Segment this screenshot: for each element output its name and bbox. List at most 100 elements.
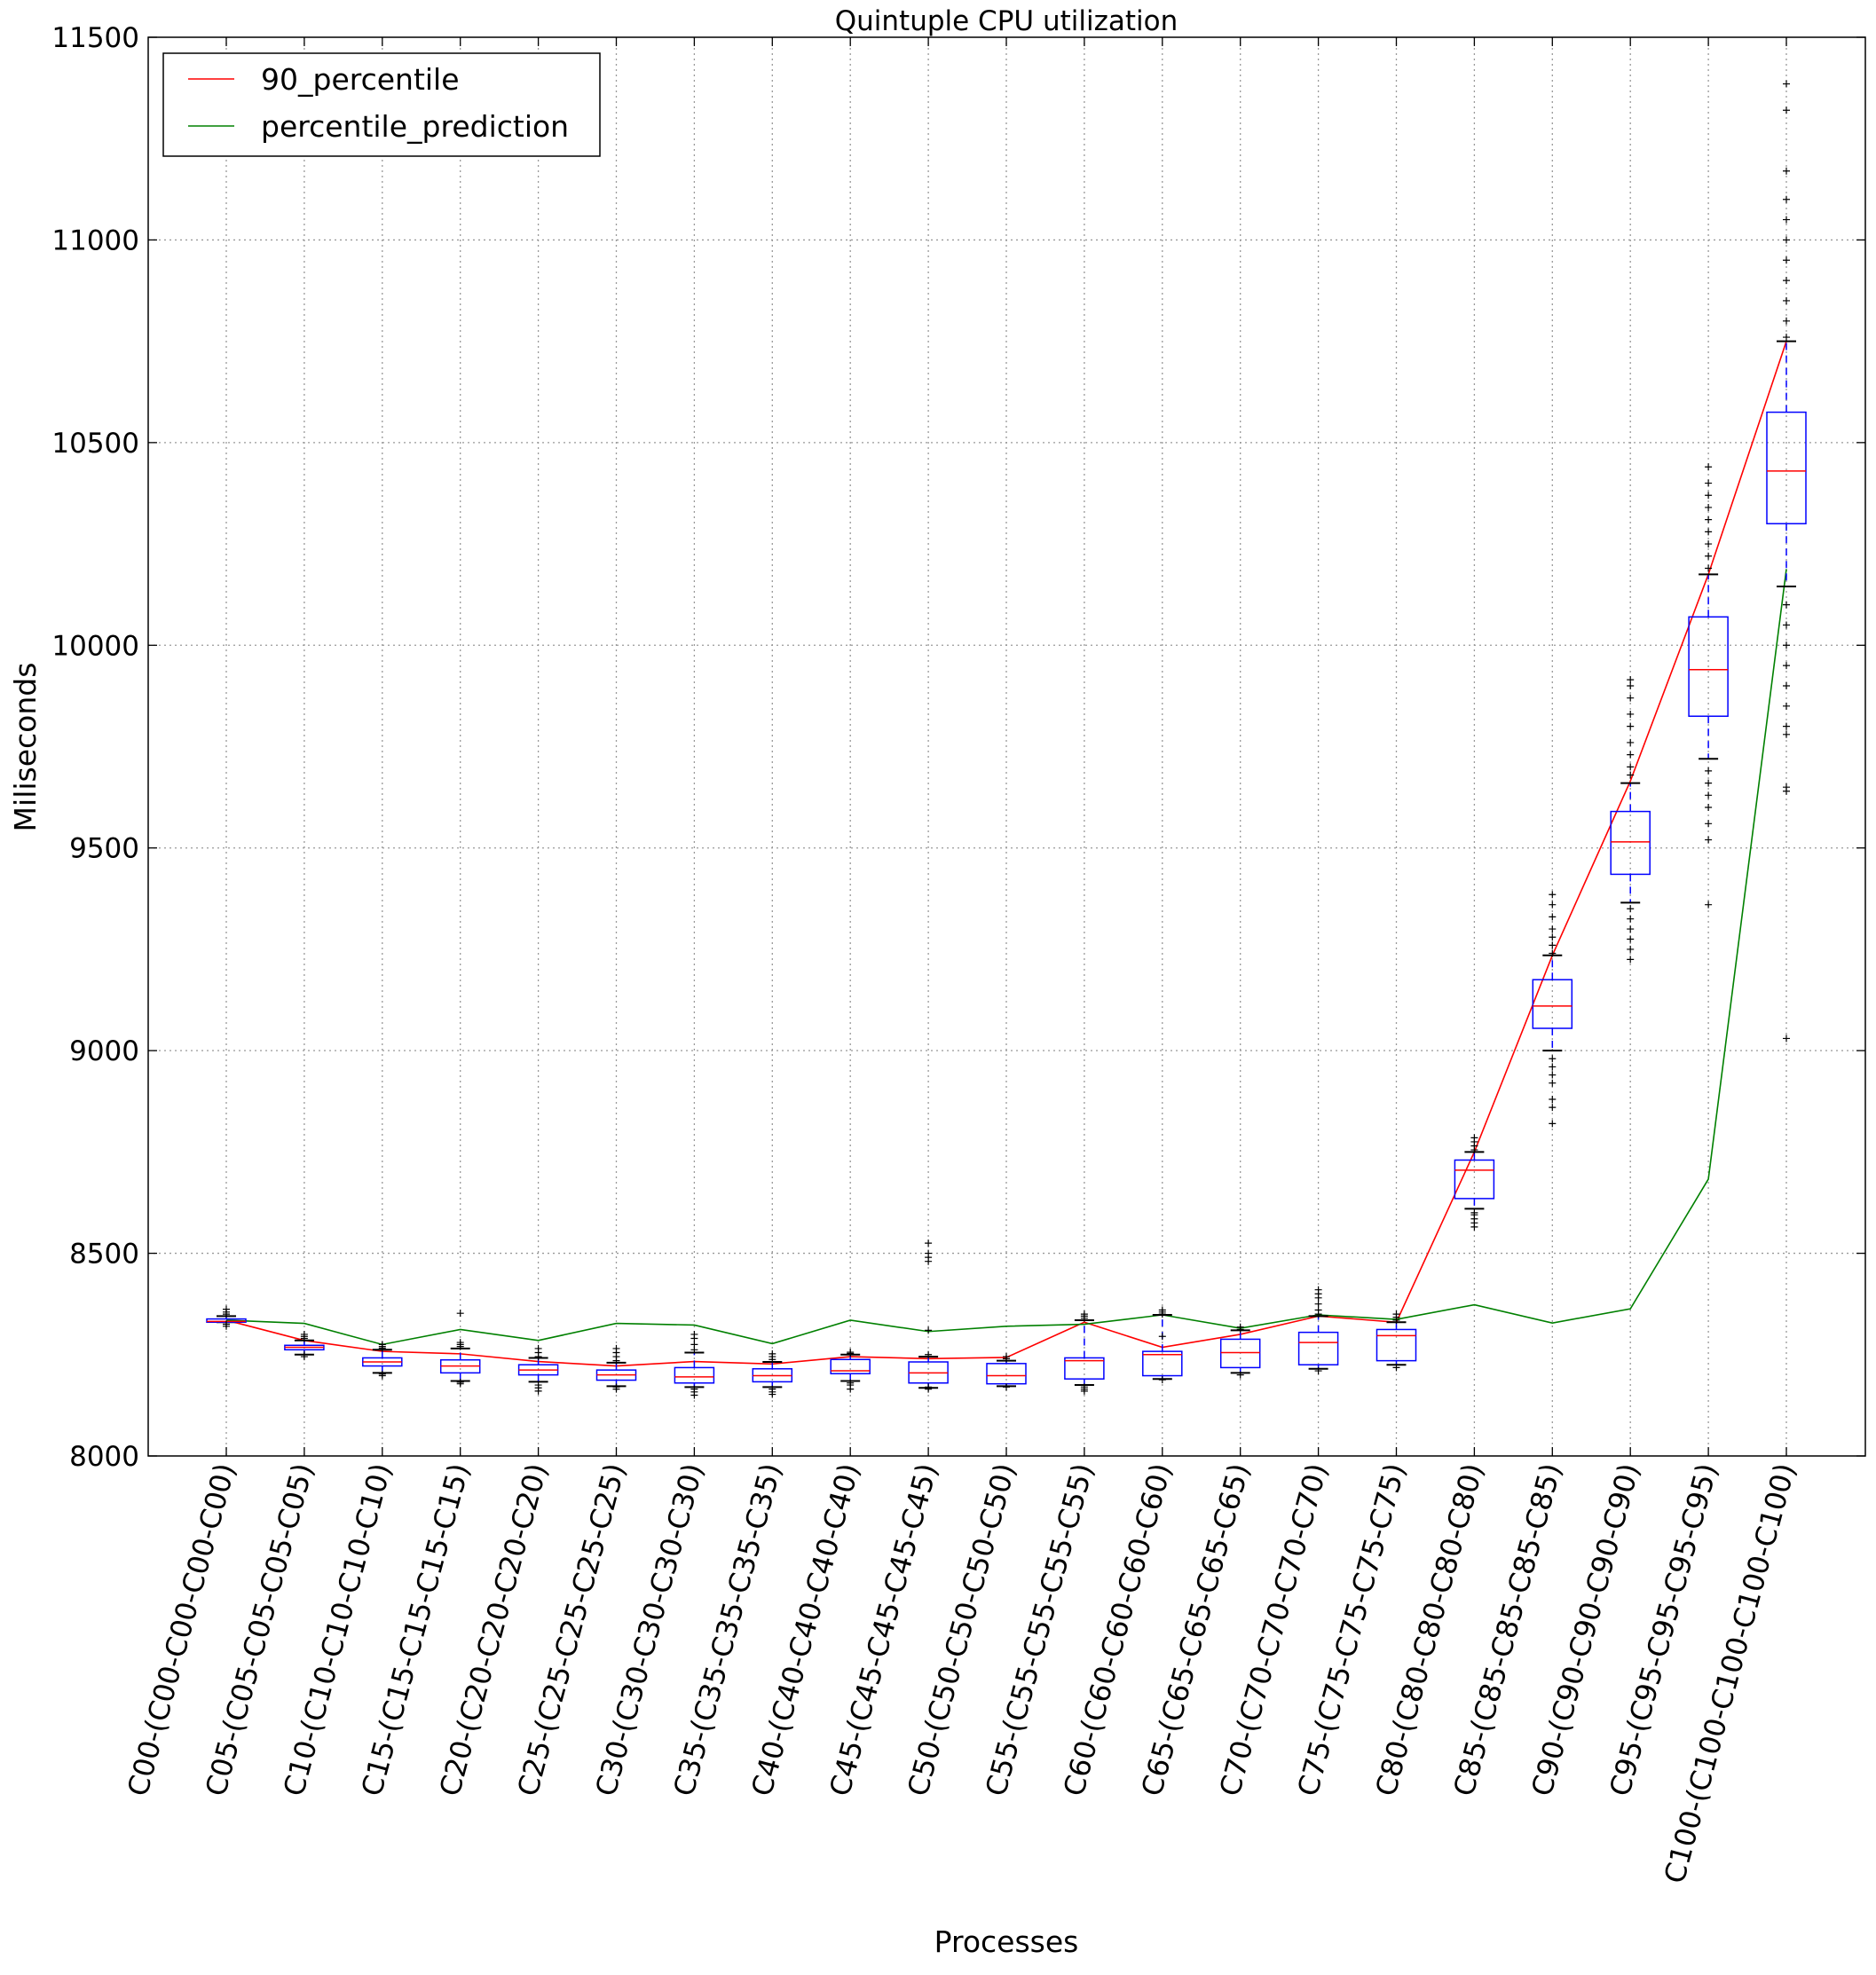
box-iqr: [1454, 1159, 1495, 1200]
box-outlier: [1549, 925, 1557, 933]
box-outlier: [1705, 836, 1713, 844]
x-axis-title: Processes: [934, 1924, 1079, 1959]
box-outlier: [925, 1383, 933, 1391]
box-outlier: [769, 1385, 776, 1393]
box-outlier: [1783, 1035, 1790, 1043]
box-outlier: [456, 1310, 464, 1318]
box-outlier: [1783, 621, 1790, 629]
box-outlier: [1783, 317, 1790, 325]
box-outlier: [1627, 751, 1635, 759]
box-outlier: [1783, 681, 1790, 689]
y-tick-label: 8500: [69, 1239, 139, 1271]
box-outlier: [1549, 949, 1557, 957]
box-iqr: [1064, 1357, 1105, 1380]
box-outlier: [1549, 1071, 1557, 1079]
series-line-percentile-prediction: [225, 569, 1787, 1346]
box-outlier: [925, 1326, 933, 1334]
y-tick-label: 9500: [69, 833, 139, 865]
box-outlier: [1003, 1353, 1010, 1361]
box-outlier: [1314, 1300, 1322, 1308]
box-outlier: [1003, 1383, 1010, 1391]
box-outlier: [223, 1320, 230, 1328]
box-outlier: [1236, 1371, 1244, 1379]
box-outlier: [1705, 528, 1713, 536]
box-outlier: [1783, 256, 1790, 264]
box-outlier: [690, 1385, 698, 1393]
legend-box: [162, 52, 601, 157]
y-tick-label: 10000: [51, 630, 139, 662]
box-outlier: [1783, 106, 1790, 114]
box-outlier: [1549, 901, 1557, 909]
y-tick-label: 9000: [69, 1035, 139, 1067]
box-outlier: [1627, 935, 1635, 943]
box-outlier: [1392, 1310, 1400, 1318]
box-outlier: [1705, 552, 1713, 560]
box-1: [284, 1330, 325, 1361]
box-outlier: [1705, 791, 1713, 799]
box-outlier: [1549, 933, 1557, 941]
chart-title: Quintuple CPU utilization: [835, 5, 1178, 37]
box-outlier: [1783, 334, 1790, 342]
box-outlier: [1549, 1095, 1557, 1103]
box-outlier: [1705, 463, 1713, 471]
box-iqr: [1375, 1328, 1417, 1362]
box-outlier: [1705, 901, 1713, 909]
legend-label-90-percentile: 90_percentile: [261, 62, 460, 97]
box-outlier: [925, 1350, 933, 1358]
box-outlier: [1705, 767, 1713, 775]
box-outlier: [1783, 662, 1790, 670]
box-outlier: [378, 1370, 386, 1378]
box-outlier: [1392, 1364, 1400, 1372]
box-outlier: [769, 1349, 776, 1357]
y-tick-label: 10500: [51, 428, 139, 460]
legend-label-percentile-prediction: percentile_prediction: [261, 109, 569, 144]
box-outlier: [1549, 1120, 1557, 1128]
box-outlier: [1627, 763, 1635, 771]
box-outlier: [1627, 915, 1635, 923]
box-outlier: [1314, 1367, 1322, 1375]
box-13: [1219, 1323, 1261, 1379]
box-outlier: [612, 1344, 620, 1352]
box-outlier: [534, 1344, 542, 1352]
box-outlier: [1783, 783, 1790, 791]
box-5: [595, 1344, 637, 1393]
box-outlier: [1627, 681, 1635, 689]
box-19: [1688, 463, 1729, 909]
box-outlier: [1705, 479, 1713, 487]
box-3: [439, 1310, 481, 1388]
y-tick-label: 11500: [51, 22, 139, 54]
box-outlier: [1705, 515, 1713, 523]
box-outlier: [1783, 702, 1790, 710]
box-outlier: [1783, 641, 1790, 649]
box-outlier: [1783, 80, 1790, 88]
box-outlier: [1705, 820, 1713, 828]
box-outlier: [223, 1305, 230, 1313]
box-layer: [206, 80, 1807, 1399]
box-15: [1375, 1310, 1417, 1372]
box-12: [1142, 1306, 1183, 1384]
box-outlier: [1783, 195, 1790, 203]
y-tick-label: 8000: [69, 1441, 139, 1473]
box-outlier: [1080, 1310, 1088, 1318]
box-outlier: [1783, 236, 1790, 244]
box-14: [1297, 1286, 1339, 1375]
box-iqr: [1610, 810, 1651, 876]
box-outlier: [1705, 804, 1713, 812]
box-outlier: [1549, 941, 1557, 949]
box-outlier: [1470, 1208, 1478, 1216]
y-axis-title: Miliseconds: [8, 663, 43, 832]
box-outlier: [456, 1378, 464, 1386]
series-layer: [225, 341, 1787, 1367]
box-outlier: [378, 1341, 386, 1349]
box-8: [830, 1349, 871, 1393]
box-outlier: [1549, 1104, 1557, 1112]
legend: 90_percentile percentile_prediction: [162, 52, 601, 157]
box-outlier: [1783, 277, 1790, 285]
box-outlier: [1627, 738, 1635, 746]
box-outlier: [690, 1330, 698, 1338]
box-outlier: [690, 1341, 698, 1349]
box-iqr: [674, 1366, 715, 1384]
box-9: [908, 1239, 949, 1393]
box-outlier: [925, 1239, 933, 1247]
